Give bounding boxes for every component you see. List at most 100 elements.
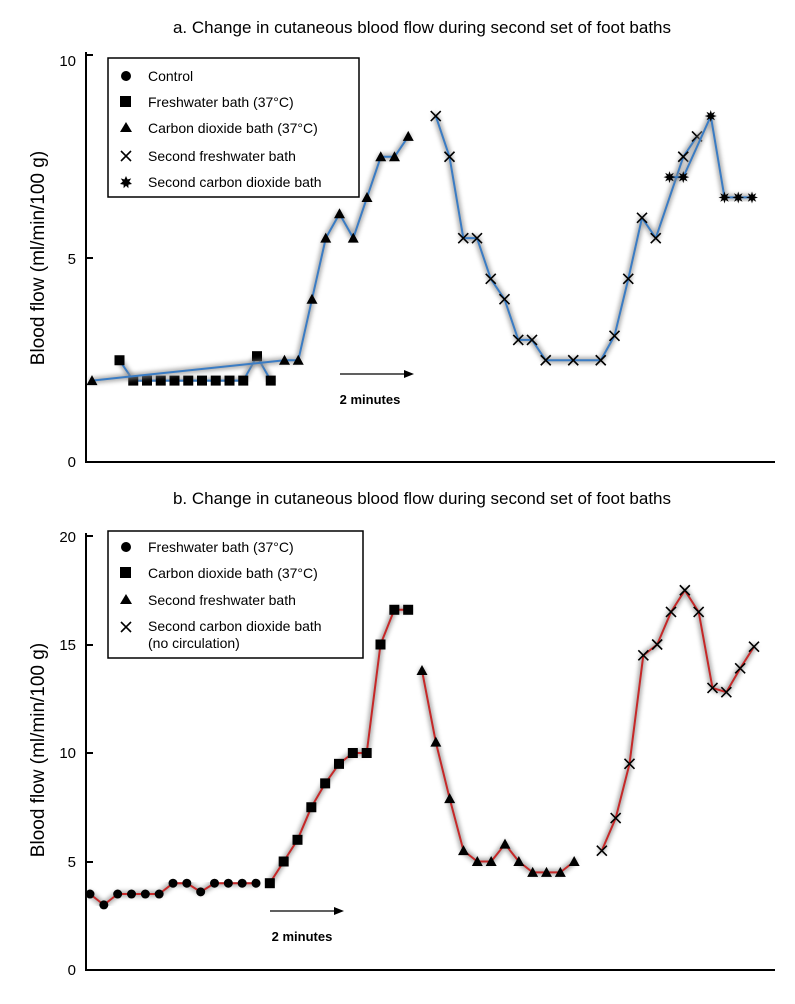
chart-b-legend-label: Second freshwater bath: [148, 592, 296, 608]
data-point-x-marker: [651, 638, 663, 651]
data-point-triangle-marker: [347, 232, 359, 243]
chart-a-y-axis-label: Blood flow (ml/min/100 g): [28, 151, 49, 365]
star-marker-icon: [120, 176, 132, 189]
chart-a-legend-entry: Second carbon dioxide bath: [120, 174, 322, 190]
data-point-triangle-marker: [458, 845, 469, 856]
data-point-x-marker: [443, 151, 456, 163]
square-marker-icon: [120, 96, 131, 107]
data-point-square-marker: [142, 375, 152, 386]
data-point-x-marker: [636, 212, 648, 224]
chart-a-legend-entry: Control: [121, 68, 193, 84]
data-point-circle-marker: [210, 878, 219, 888]
data-point-x-marker: [430, 110, 442, 122]
data-point-square-marker: [278, 856, 289, 867]
chart-b-legend-label-line: Second carbon dioxide bath: [148, 618, 322, 634]
data-point-triangle-marker: [430, 736, 442, 747]
data-point-square-marker: [238, 375, 249, 386]
data-point-x-marker: [622, 273, 634, 285]
data-point-star-marker: [677, 171, 690, 184]
chart-b-ytick-label: 5: [68, 854, 76, 871]
data-point-x-marker: [540, 354, 552, 366]
data-point-x-marker: [677, 151, 689, 163]
data-point-triangle-marker: [86, 375, 98, 386]
chart-a-legend-entry: Second freshwater bath: [120, 148, 296, 164]
data-point-triangle-marker: [389, 151, 400, 162]
arrow-head-icon: [404, 370, 414, 378]
chart-a: a. Change in cutaneous blood flow during…: [28, 18, 775, 471]
data-point-x-marker: [471, 232, 483, 244]
data-point-square-marker: [183, 375, 194, 386]
data-point-triangle-marker: [471, 856, 483, 866]
chart-a-legend-label: Second carbon dioxide bath: [148, 174, 322, 190]
data-point-square-marker: [320, 778, 331, 789]
data-point-circle-marker: [168, 878, 178, 888]
data-point-square-marker: [389, 604, 400, 615]
data-point-square-marker: [197, 375, 207, 386]
arrow-head-icon: [334, 907, 344, 915]
data-point-x-marker: [748, 641, 760, 653]
triangle-marker-icon: [120, 122, 132, 132]
data-point-x-marker: [665, 606, 677, 618]
circle-marker-icon: [121, 542, 131, 552]
data-point-x-marker: [637, 649, 649, 661]
data-point-circle-marker: [99, 900, 109, 910]
chart-b-ytick-label: 10: [59, 745, 76, 762]
data-point-star-marker: [704, 110, 717, 123]
chart-b-plot-area: [85, 584, 760, 910]
chart-b-legend-label-line: (no circulation): [148, 635, 240, 651]
chart-a-legend-label: Second freshwater bath: [148, 148, 296, 164]
data-point-circle-marker: [140, 889, 150, 899]
chart-a-plot-area: [86, 110, 758, 386]
data-point-square-marker: [252, 351, 262, 362]
data-point-square-marker: [265, 375, 276, 386]
chart-b-y-axis-label: Blood flow (ml/min/100 g): [28, 643, 49, 857]
chart-a-legend: [107, 57, 360, 198]
chart-b-legend-entry: Freshwater bath (37°C): [121, 539, 294, 555]
data-point-x-marker: [650, 232, 662, 244]
data-point-x-marker: [595, 354, 607, 366]
chart-b-legend-label: Carbon dioxide bath (37°C): [148, 565, 318, 581]
chart-b-ytick-label: 0: [68, 962, 76, 979]
data-point-triangle-marker: [444, 793, 456, 804]
data-point-triangle-marker: [375, 151, 387, 162]
chart-a-annotation: 2 minutes: [340, 392, 401, 407]
data-point-x-marker: [526, 334, 538, 346]
series-shadow: [419, 667, 578, 876]
data-point-circle-marker: [85, 889, 95, 899]
square-marker-icon: [120, 567, 131, 578]
data-point-square-marker: [169, 375, 180, 386]
data-point-x-marker: [567, 354, 579, 366]
data-point-square-marker: [334, 758, 344, 769]
data-point-circle-marker: [182, 878, 192, 888]
data-point-x-marker: [457, 232, 469, 244]
data-point-square-marker: [292, 834, 303, 845]
data-point-triangle-marker: [306, 293, 318, 304]
chart-a-legend-label: Carbon dioxide bath (37°C): [148, 120, 318, 136]
chart-a-ytick-label: 0: [68, 454, 76, 471]
data-point-x-marker: [485, 273, 497, 285]
chart-b-legend-label: Freshwater bath (37°C): [148, 539, 294, 555]
chart-a-legend-entry: Freshwater bath (37°C): [120, 94, 294, 110]
chart-a-ytick-label: 10: [59, 53, 76, 70]
data-point-square-marker: [128, 375, 139, 386]
circle-marker-icon: [121, 71, 131, 81]
data-point-circle-marker: [113, 889, 123, 899]
data-point-x-marker: [693, 606, 705, 618]
data-point-circle-marker: [251, 878, 261, 888]
data-point-circle-marker: [154, 889, 164, 899]
data-point-square-marker: [375, 639, 386, 650]
chart-b-legend: [107, 530, 364, 659]
chart-b-annotation: 2 minutes: [272, 929, 333, 944]
chart-b-legend-entry: Carbon dioxide bath (37°C): [120, 565, 318, 581]
data-point-star-marker: [718, 191, 731, 204]
chart-b-legend-entry: Second carbon dioxide bath (no circulati…: [120, 618, 322, 651]
data-point-square-marker: [224, 375, 235, 386]
data-point-x-marker: [706, 682, 719, 694]
chart-a-ytick-label: 5: [68, 251, 76, 268]
data-point-circle-marker: [237, 878, 247, 888]
data-point-star-marker: [746, 191, 758, 204]
chart-b-ytick-label: 20: [59, 529, 76, 546]
chart-b-title: b. Change in cutaneous blood flow during…: [173, 489, 671, 508]
data-point-triangle-marker: [499, 838, 511, 849]
data-point-x-marker: [623, 758, 636, 770]
